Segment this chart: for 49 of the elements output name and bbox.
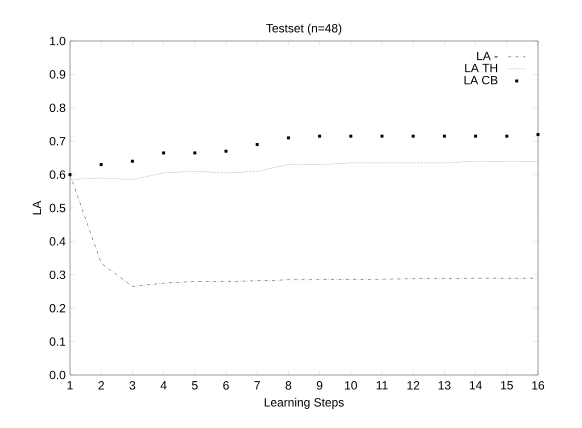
point [193, 151, 196, 154]
x-tick-label: 7 [254, 381, 260, 390]
x-tick-label: 16 [532, 381, 544, 390]
y-tick-label: 0.8 [50, 104, 66, 112]
chart-title: Testset (n=48) [266, 24, 342, 35]
y-tick-label: 0.1 [50, 337, 66, 346]
y-tick-label: 0.3 [50, 270, 66, 280]
point [474, 134, 478, 138]
point [442, 134, 446, 138]
point [286, 136, 290, 140]
point [100, 163, 103, 166]
y-tick-label: 0.4 [50, 237, 66, 246]
x-tick-label: 13 [438, 381, 451, 390]
x-tick-label: 5 [192, 381, 198, 390]
x-tick-label: 15 [501, 381, 513, 390]
point [318, 134, 322, 138]
point [256, 143, 259, 146]
y-tick-label: 0.0 [50, 370, 66, 380]
x-tick-label: 11 [376, 381, 388, 390]
point [412, 134, 415, 138]
legend-label: LA CB [464, 76, 498, 84]
point [536, 133, 540, 136]
x-tick-label: 2 [98, 381, 104, 390]
x-tick-label: 10 [345, 381, 357, 390]
x-tick-label: 4 [160, 381, 167, 390]
y-tick-label: 0.5 [50, 204, 66, 212]
x-axis-title: Learning Steps [264, 398, 344, 409]
y-tick-label: 0.6 [50, 170, 66, 179]
legend-label: LA TH [465, 64, 498, 72]
x-tick-label: 3 [130, 381, 136, 390]
x-tick-label: 12 [407, 381, 420, 390]
x-tick-label: 6 [223, 381, 229, 390]
y-tick-label: 1.0 [50, 36, 66, 46]
x-tick-label: 14 [470, 381, 482, 390]
point [130, 160, 134, 163]
y-tick-label: 0.2 [50, 304, 66, 312]
y-tick-label: 0.9 [50, 70, 66, 79]
point [505, 134, 508, 138]
x-tick-label: 9 [316, 381, 322, 390]
point [349, 134, 352, 138]
point [162, 151, 166, 154]
x-tick-label: 1 [68, 381, 73, 390]
point [224, 150, 228, 153]
y-axis-title: LA [32, 200, 42, 214]
x-tick-label: 8 [286, 381, 292, 390]
legend-label: LA - [477, 52, 498, 60]
point [380, 134, 384, 138]
y-tick-label: 0.7 [50, 136, 66, 146]
point [68, 173, 72, 176]
